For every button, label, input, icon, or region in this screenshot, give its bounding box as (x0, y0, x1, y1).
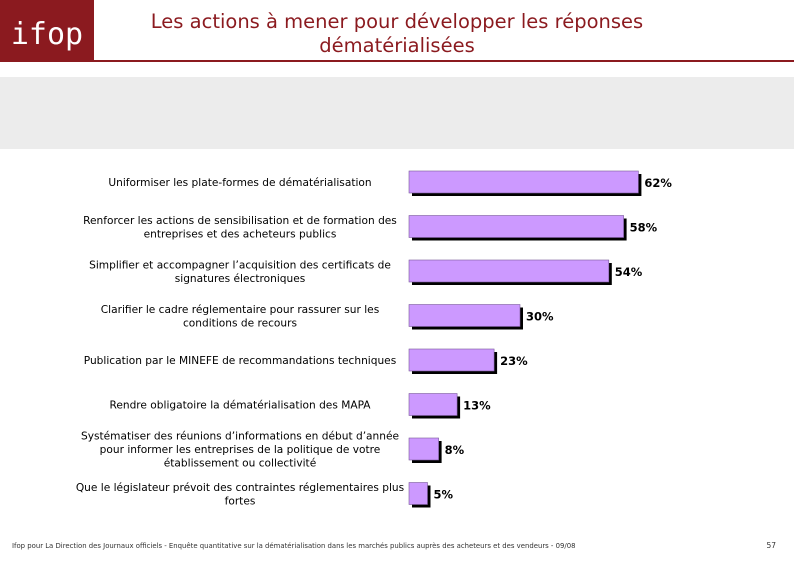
ifop-logo: ifop (0, 0, 94, 62)
bar (408, 348, 495, 372)
bar (408, 393, 458, 416)
bar-value-label: 62% (644, 176, 672, 190)
bar-value-label: 54% (615, 265, 643, 279)
bar (408, 170, 639, 194)
category-label: Simplifier et accompagner l’acquisition … (89, 259, 391, 285)
footer-source: Ifop pour La Direction des Journaux offi… (12, 542, 576, 550)
bar-value-label: 23% (500, 354, 528, 368)
bar (408, 437, 439, 461)
category-label: Uniformiser les plate-formes de dématéri… (108, 177, 371, 189)
bar-value-label: 13% (463, 399, 491, 413)
bar-value-label: 58% (630, 221, 658, 235)
category-label: Clarifier le cadre réglementaire pour ra… (101, 304, 379, 330)
bar-chart: 62% Uniformiser les plate-formes de démat… (76, 170, 672, 508)
title-divider (94, 60, 794, 62)
grey-band (0, 77, 794, 149)
bar-value-label: 30% (526, 310, 554, 324)
bar (408, 215, 624, 238)
bar (408, 482, 428, 505)
page-number: 57 (766, 541, 776, 550)
title-line-2: dématérialisées (319, 34, 475, 57)
category-label: Systématiser des réunions d’informations… (81, 431, 399, 470)
bar (408, 304, 521, 327)
category-label: Que le législateur prévoit des contraint… (76, 482, 404, 508)
bar-value-label: 5% (434, 488, 454, 502)
logo-text: ifop (11, 17, 83, 52)
bar (408, 259, 610, 283)
category-label: Rendre obligatoire la dématérialisation … (109, 400, 371, 412)
category-label: Publication par le MINEFE de recommandat… (84, 355, 396, 367)
category-label: Renforcer les actions de sensibilisation… (83, 215, 397, 241)
title-line-1: Les actions à mener pour développer les … (150, 10, 644, 33)
bar-value-label: 8% (445, 443, 465, 457)
page-title: Les actions à mener pour développer les … (100, 10, 694, 58)
